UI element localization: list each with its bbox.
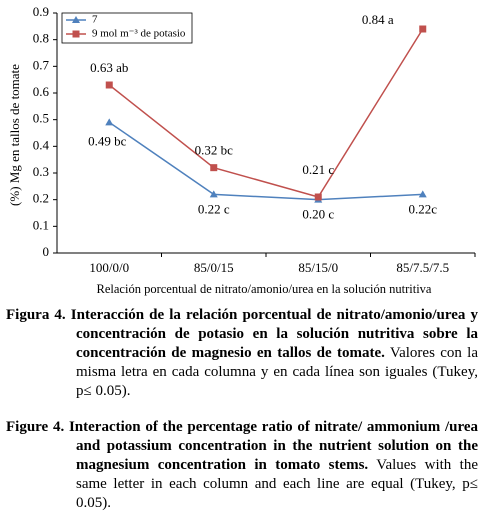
- marker: [105, 81, 113, 89]
- y-tick-label: 0.9: [33, 4, 49, 19]
- caption-text: Valores con la misma letra en cada colum…: [76, 345, 479, 399]
- caption-text: Values with the same letter in each colu…: [76, 457, 478, 511]
- marker: [72, 16, 80, 23]
- value-label: 0.84 a: [362, 12, 394, 27]
- y-tick-label: 0.6: [33, 84, 50, 99]
- x-tick-label: 100/0/0: [89, 260, 129, 275]
- x-tick-label: 85/7.5/7.5: [396, 260, 449, 275]
- y-tick-label: 0.1: [33, 217, 49, 232]
- y-tick-label: 0.4: [33, 137, 50, 152]
- caption-es: Figura 4. Interacción de la relación por…: [6, 306, 478, 401]
- caption-bold: Interacción de la relación porcentual de…: [70, 307, 478, 361]
- value-label: 0.20 c: [302, 207, 334, 222]
- marker: [209, 190, 218, 198]
- value-label: 0.22c: [408, 201, 437, 216]
- marker: [418, 190, 427, 198]
- marker: [72, 30, 80, 38]
- y-tick-label: 0.7: [33, 57, 50, 72]
- x-tick-label: 85/15/0: [298, 260, 338, 275]
- series-line: [108, 121, 423, 201]
- y-axis-label: (%) Mg en tallos de tomate: [7, 64, 22, 206]
- legend: [61, 12, 193, 44]
- legend-label: 7: [92, 14, 98, 26]
- y-tick-label: 0: [43, 244, 50, 259]
- x-axis-label: Relación porcentual de nitrato/amonio/ur…: [97, 282, 432, 296]
- chart: (%) Mg en tallos de tomate Relación porc…: [7, 4, 476, 296]
- series-line: [108, 28, 424, 198]
- x-tick-label: 85/0/15: [194, 260, 234, 275]
- value-label: 0.63 ab: [90, 60, 128, 75]
- y-tick-label: 0.8: [33, 31, 49, 46]
- value-label: 0.22 c: [198, 201, 230, 216]
- caption-label: Figure 4.: [6, 419, 65, 435]
- legend-label: 9 mol m⁻³ de potasio: [92, 28, 186, 40]
- value-label: 0.49 bc: [88, 133, 127, 148]
- caption-en: Figure 4. Interaction of the percentage …: [6, 418, 478, 513]
- caption-bold: Interaction of the percentage ratio of n…: [68, 419, 478, 473]
- marker: [419, 25, 427, 33]
- y-tick-label: 0.3: [33, 164, 49, 179]
- marker: [210, 164, 218, 172]
- marker: [105, 118, 114, 126]
- value-label: 0.21 c: [302, 162, 334, 177]
- y-tick-label: 0.5: [33, 111, 49, 126]
- value-label: 0.32 bc: [195, 143, 234, 158]
- y-tick-label: 0.2: [33, 191, 49, 206]
- caption-label: Figura 4.: [6, 307, 66, 323]
- marker: [314, 193, 322, 201]
